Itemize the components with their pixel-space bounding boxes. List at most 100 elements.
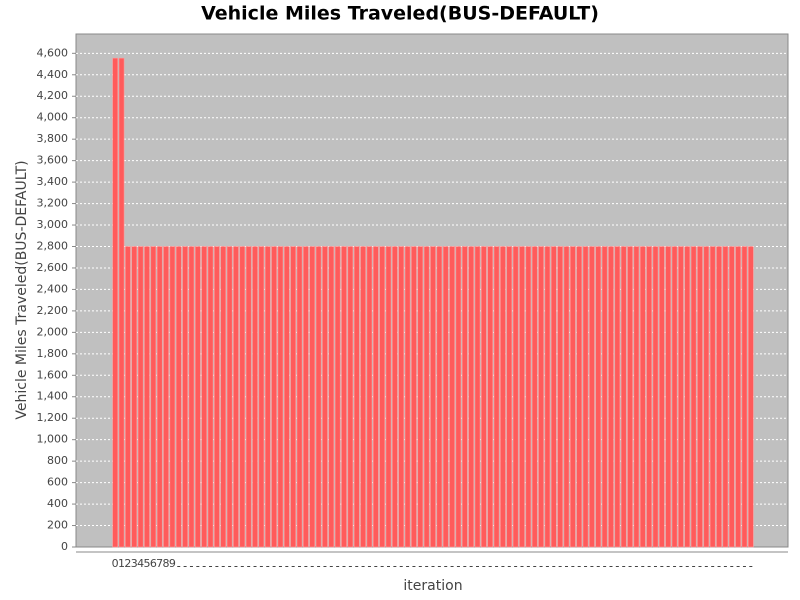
bar bbox=[118, 57, 125, 548]
bar bbox=[201, 246, 208, 548]
truncated-label bbox=[196, 566, 200, 567]
bar bbox=[716, 246, 722, 548]
bar bbox=[589, 246, 595, 548]
truncated-label bbox=[584, 566, 588, 567]
y-tick-label: 0 bbox=[61, 540, 68, 553]
x-tick-label: 7 bbox=[156, 557, 163, 570]
truncated-label bbox=[736, 566, 740, 567]
truncated-label bbox=[590, 566, 594, 567]
truncated-label bbox=[215, 566, 219, 567]
bar bbox=[442, 246, 449, 548]
bar bbox=[131, 246, 138, 548]
bar bbox=[150, 246, 157, 548]
truncated-label bbox=[425, 566, 429, 567]
truncated-label bbox=[533, 566, 537, 567]
truncated-label bbox=[730, 566, 734, 567]
bar bbox=[544, 246, 551, 548]
bar bbox=[735, 246, 741, 548]
bar bbox=[220, 246, 227, 548]
bar bbox=[557, 246, 563, 548]
truncated-label bbox=[361, 566, 365, 567]
x-tick-label: 8 bbox=[163, 557, 170, 570]
bar bbox=[258, 246, 265, 548]
y-tick-label: 600 bbox=[47, 476, 68, 489]
truncated-label bbox=[571, 566, 575, 567]
truncated-label bbox=[387, 566, 391, 567]
truncated-label bbox=[673, 566, 677, 567]
x-tick-label: 6 bbox=[150, 557, 157, 570]
truncated-label bbox=[247, 566, 251, 567]
bar bbox=[614, 246, 621, 548]
truncated-label bbox=[310, 566, 314, 567]
truncated-label bbox=[749, 566, 753, 567]
bar bbox=[252, 246, 258, 548]
bar bbox=[709, 246, 716, 548]
bar bbox=[678, 246, 684, 548]
bar bbox=[620, 246, 627, 548]
bar bbox=[608, 246, 614, 548]
truncated-label bbox=[482, 566, 486, 567]
truncated-label bbox=[514, 566, 518, 567]
truncated-label bbox=[228, 566, 232, 567]
bar bbox=[722, 246, 729, 548]
y-tick-label: 1,600 bbox=[37, 368, 69, 381]
truncated-label bbox=[539, 566, 543, 567]
truncated-label bbox=[431, 566, 435, 567]
x-tick-label: 9 bbox=[169, 557, 176, 570]
x-tick-label: 1 bbox=[118, 557, 125, 570]
x-tick-label: 0 bbox=[112, 557, 119, 570]
bar bbox=[341, 246, 347, 548]
bar bbox=[214, 246, 220, 548]
truncated-label bbox=[393, 566, 397, 567]
bar bbox=[188, 246, 195, 548]
bar bbox=[455, 246, 462, 548]
x-tick-label: 2 bbox=[124, 557, 131, 570]
y-tick-label: 2,600 bbox=[37, 261, 69, 274]
y-tick-label: 1,200 bbox=[37, 411, 69, 424]
truncated-label bbox=[304, 566, 308, 567]
bar bbox=[353, 246, 360, 548]
bar bbox=[309, 246, 316, 548]
truncated-label bbox=[418, 566, 422, 567]
bar bbox=[347, 246, 354, 548]
truncated-label bbox=[444, 566, 448, 567]
truncated-label bbox=[488, 566, 492, 567]
truncated-label bbox=[406, 566, 410, 567]
bar bbox=[303, 246, 309, 548]
bar bbox=[665, 246, 672, 548]
bar bbox=[481, 246, 487, 548]
truncated-label bbox=[628, 566, 632, 567]
y-tick-label: 4,600 bbox=[37, 46, 69, 59]
truncated-label bbox=[278, 566, 282, 567]
y-tick-label: 1,000 bbox=[37, 433, 69, 446]
bar bbox=[697, 246, 703, 548]
bar bbox=[207, 246, 214, 548]
bar bbox=[277, 246, 284, 548]
bar bbox=[703, 246, 710, 548]
bar bbox=[430, 246, 436, 548]
bar bbox=[156, 246, 163, 548]
bar bbox=[639, 246, 646, 548]
bar bbox=[595, 246, 602, 548]
truncated-label bbox=[660, 566, 664, 567]
truncated-label bbox=[259, 566, 263, 567]
truncated-label bbox=[272, 566, 276, 567]
truncated-label bbox=[609, 566, 613, 567]
bar bbox=[233, 246, 239, 548]
bar bbox=[328, 246, 335, 548]
bar bbox=[404, 246, 411, 548]
bar bbox=[379, 246, 385, 548]
bar bbox=[550, 246, 557, 548]
bar bbox=[417, 246, 424, 548]
y-tick-label: 2,200 bbox=[37, 304, 69, 317]
bar bbox=[646, 246, 652, 548]
y-tick-label: 1,400 bbox=[37, 390, 69, 403]
y-tick-label: 3,400 bbox=[37, 175, 69, 188]
truncated-label bbox=[475, 566, 479, 567]
bar bbox=[493, 246, 500, 548]
truncated-label bbox=[685, 566, 689, 567]
bar bbox=[226, 246, 233, 548]
bar bbox=[315, 246, 322, 548]
bar bbox=[538, 246, 544, 548]
truncated-label bbox=[240, 566, 244, 567]
